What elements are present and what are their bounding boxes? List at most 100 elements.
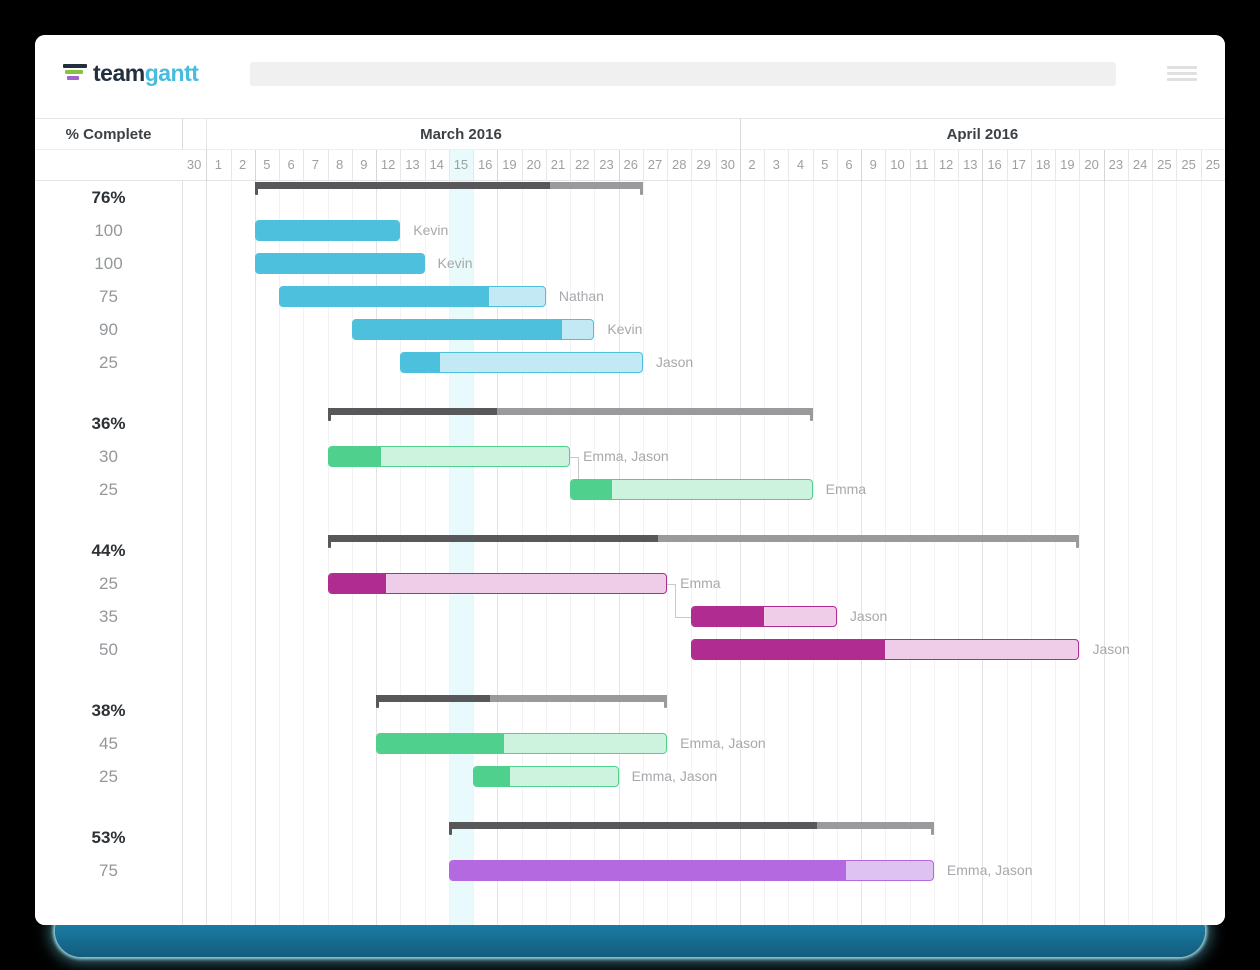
summary-bar[interactable] (376, 695, 668, 708)
date-cell: 28 (672, 157, 687, 172)
task-percent-label[interactable]: 35 (99, 607, 118, 626)
task-bar-fill (474, 767, 510, 786)
dependency-connector (675, 616, 692, 618)
grid-line (570, 150, 572, 181)
date-cell: 27 (647, 157, 663, 172)
task-percent-label[interactable]: 75 (99, 861, 118, 880)
date-cell: 16 (987, 157, 1002, 172)
date-cell: 19 (1060, 157, 1075, 172)
summary-bar[interactable] (448, 822, 934, 835)
date-cell: 11 (915, 157, 929, 172)
task-percent-label[interactable]: 25 (99, 480, 118, 499)
group-percent-label[interactable]: 76% (91, 188, 126, 207)
task-percent-label[interactable]: 25 (99, 574, 118, 593)
date-cell: 26 (623, 157, 638, 172)
dependency-connector (570, 456, 579, 458)
task-bar[interactable] (473, 766, 619, 787)
group-percent-label[interactable]: 36% (91, 414, 126, 433)
dependency-connector (578, 456, 580, 479)
grid-line (448, 150, 450, 181)
date-cell-today: 15 (448, 150, 474, 180)
task-percent-label[interactable]: 50 (99, 640, 118, 659)
summary-bar[interactable] (254, 182, 643, 195)
task-bar[interactable] (254, 253, 425, 274)
date-header-row: 30 1 2 5 6 7 8 9 12 13 14 15 16 19 20 21 22 23 26 27 28 29 30 2… (35, 150, 1225, 181)
task-bar[interactable] (279, 286, 546, 307)
task-bar[interactable] (691, 606, 837, 627)
grid-line (400, 150, 402, 181)
grid-line (667, 150, 669, 181)
grid-line (545, 150, 547, 181)
task-bar[interactable] (376, 733, 668, 754)
menu-icon[interactable] (1167, 66, 1197, 82)
grid-line (788, 181, 790, 925)
grid-line (764, 181, 766, 925)
task-percent-label[interactable]: 90 (99, 320, 118, 339)
grid-line (618, 150, 620, 181)
task-bar[interactable] (254, 220, 401, 241)
grid-line (351, 150, 353, 181)
date-cell: 23 (1108, 157, 1124, 172)
grid-line (836, 150, 838, 181)
grid-line (1030, 150, 1032, 181)
date-cell: 20 (1084, 157, 1099, 172)
task-percent-label[interactable]: 100 (94, 254, 123, 273)
date-cell: 2 (239, 157, 247, 172)
date-cell: 30 (720, 157, 735, 172)
brand-team: team (93, 59, 145, 86)
task-percent-label[interactable]: 25 (99, 767, 118, 786)
group-percent-label[interactable]: 38% (91, 701, 126, 720)
app-window: team gantt % Complete March 2016 April 201… (35, 35, 1225, 925)
grid-line (958, 150, 960, 181)
date-cell: 6 (287, 157, 295, 172)
grid-line (1200, 181, 1202, 925)
task-bar[interactable] (327, 446, 571, 467)
task-percent-label[interactable]: 75 (99, 287, 118, 306)
task-bar[interactable] (570, 479, 813, 500)
grid-line (618, 181, 620, 925)
summary-cap-left (376, 695, 380, 708)
task-bar[interactable] (327, 573, 668, 594)
assignee-label: Kevin (437, 255, 473, 271)
date-cell: 12 (380, 157, 396, 172)
grid-line (351, 181, 353, 925)
grid-line (424, 150, 426, 181)
task-bar[interactable] (448, 860, 934, 881)
grid-line (1200, 150, 1202, 181)
grid-line (279, 181, 281, 925)
task-percent-label[interactable]: 30 (99, 447, 118, 466)
date-cell: 12 (938, 157, 954, 172)
group-percent-label[interactable]: 53% (91, 828, 126, 847)
date-cell: 25 (1157, 157, 1172, 172)
summary-bar[interactable] (327, 408, 813, 421)
teamgantt-logo: team gantt (63, 59, 199, 87)
grid-line (521, 181, 523, 925)
task-bar[interactable] (691, 639, 1080, 660)
task-bar-fill (255, 254, 424, 273)
task-bar-fill (692, 640, 886, 659)
grid-line (1127, 150, 1129, 181)
task-bar[interactable] (400, 352, 643, 373)
grid-line (739, 118, 741, 150)
summary-bar-fill (254, 182, 550, 189)
grid-line (182, 118, 183, 150)
task-percent-label[interactable]: 45 (99, 734, 118, 753)
assignee-label: Emma, Jason (631, 768, 718, 784)
task-percent-label[interactable]: 25 (99, 353, 118, 372)
date-cell: 29 (696, 157, 711, 172)
summary-bar[interactable] (327, 535, 1080, 548)
task-bar-fill (692, 607, 765, 626)
group-percent-label[interactable]: 44% (91, 541, 126, 560)
summary-bar-fill (327, 535, 659, 542)
grid-line (1103, 150, 1105, 181)
task-bar[interactable] (351, 319, 595, 340)
dependency-connector (667, 583, 676, 585)
search-input[interactable] (250, 62, 1116, 86)
date-cell: 23 (599, 157, 614, 172)
task-bar-fill (571, 480, 612, 499)
grid-line (206, 150, 208, 181)
grid-line (861, 181, 863, 925)
grid-line (958, 181, 960, 925)
task-percent-label[interactable]: 100 (94, 221, 123, 240)
